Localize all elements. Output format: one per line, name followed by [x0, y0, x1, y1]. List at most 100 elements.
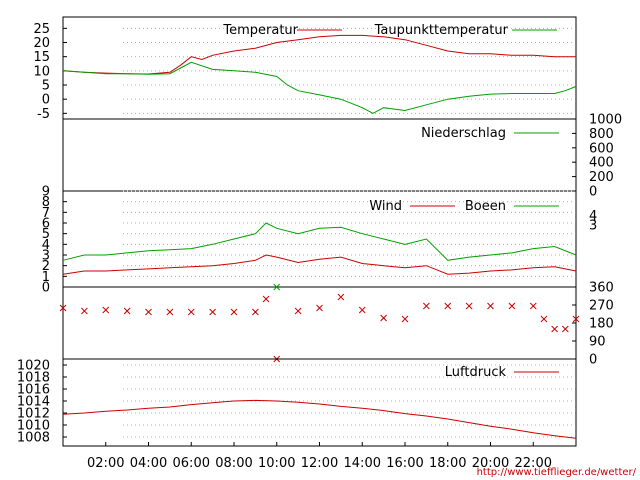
- wind-direction-point: [380, 314, 387, 322]
- wind-direction-point: [252, 308, 259, 316]
- wind-direction-point: [423, 302, 430, 310]
- x-tick-label: 14:00: [344, 456, 381, 471]
- wind-direction-point: [572, 315, 580, 323]
- y-tick-label: 270: [589, 299, 614, 314]
- point-stroke: [252, 308, 259, 316]
- point-stroke: [102, 306, 110, 314]
- point-stroke: [59, 304, 67, 312]
- wind-direction-point: [561, 325, 569, 333]
- x-tick-label: 22:00: [515, 456, 552, 471]
- wind-direction-point: [294, 307, 302, 315]
- point-stroke: [358, 306, 366, 314]
- legend-label: Wind: [369, 199, 402, 214]
- point-stroke: [262, 295, 270, 303]
- y-tick-label: 180: [589, 317, 614, 332]
- y-tick-label: 1: [42, 270, 50, 285]
- y-tick-label-right: 3: [589, 219, 597, 234]
- wind-direction-point: [81, 307, 88, 315]
- point-stroke: [273, 283, 281, 291]
- y-tick-label: 25: [33, 22, 50, 37]
- y-tick-label: 9: [42, 185, 50, 200]
- point-stroke: [423, 302, 430, 310]
- wind-direction-point: [262, 295, 270, 303]
- y-tick-label: 7: [42, 206, 50, 221]
- y-tick-label: 20: [33, 36, 50, 51]
- y-tick-label: 4: [42, 238, 50, 253]
- y-tick-label: 800: [589, 127, 614, 142]
- y-tick-label: -5: [37, 107, 50, 122]
- point-stroke: [540, 315, 548, 323]
- wind-direction-point: [187, 308, 195, 316]
- y-tick-label: 8: [42, 195, 50, 210]
- wind-direction-point: [540, 315, 548, 323]
- wind-direction-point: [230, 308, 238, 316]
- y-tick-label: 360: [589, 281, 614, 296]
- y-tick-label-right: 4: [589, 209, 597, 224]
- credit-link: http://www.tiefflieger.de/wetter/: [477, 467, 637, 478]
- legend-label: Temperatur: [222, 23, 298, 38]
- point-stroke: [316, 304, 323, 312]
- point-stroke: [487, 302, 494, 310]
- point-stroke: [380, 314, 387, 322]
- wind-direction-point: [487, 302, 494, 310]
- point-stroke: [294, 307, 302, 315]
- y-tick-label: 0: [42, 281, 50, 296]
- wind-direction-point: [551, 325, 558, 333]
- wind_direction-frame: [62, 286, 577, 360]
- wind-direction-point: [465, 302, 473, 310]
- point-stroke: [166, 308, 174, 316]
- point-stroke: [529, 302, 537, 310]
- wind-direction-point: [401, 315, 409, 323]
- point-stroke: [230, 308, 238, 316]
- wind-direction-point: [337, 293, 345, 301]
- wind-direction-point: [102, 306, 110, 314]
- x-tick-label: 18:00: [429, 456, 466, 471]
- y-tick-label: 6: [42, 217, 50, 232]
- x-tick-label: 08:00: [215, 456, 252, 471]
- wind-direction-point: [273, 283, 281, 291]
- Boeen-line: [62, 222, 577, 261]
- legend-label: Luftdruck: [445, 365, 507, 380]
- wind-direction-point: [508, 302, 516, 310]
- x-tick-label: 02:00: [87, 456, 124, 471]
- y-tick-label: 0: [589, 185, 597, 200]
- wind-direction-point: [123, 307, 131, 315]
- y-tick-label: 5: [42, 79, 50, 94]
- x-tick-label: 04:00: [130, 456, 167, 471]
- point-stroke: [337, 293, 345, 301]
- y-tick-label: 3: [42, 249, 50, 264]
- y-tick-label: 1000: [589, 113, 622, 128]
- y-tick-label: 10: [33, 64, 50, 79]
- Temperatur-line: [62, 34, 576, 75]
- y-tick-label: 400: [589, 156, 614, 171]
- Luftdruck-line: [62, 399, 577, 439]
- wind-direction-point: [358, 306, 366, 314]
- point-stroke: [145, 308, 152, 316]
- x-tick-label: 06:00: [173, 456, 210, 471]
- y-tick-label: 1014: [17, 395, 50, 410]
- point-stroke: [187, 308, 195, 316]
- wind-direction-point: [444, 302, 452, 310]
- y-tick-label: 1008: [17, 431, 50, 446]
- y-tick-label: 15: [33, 50, 50, 65]
- y-tick-label: 90: [589, 335, 606, 350]
- Taupunkttemperatur-line: [62, 61, 577, 114]
- wind-direction-point: [209, 308, 216, 316]
- y-tick-label: 2: [42, 259, 50, 274]
- point-stroke: [401, 315, 409, 323]
- y-tick-label: 1020: [17, 359, 50, 374]
- point-stroke: [444, 302, 452, 310]
- y-tick-label: 0: [42, 93, 50, 108]
- y-tick-label: 1012: [17, 407, 50, 422]
- wind-direction-point: [59, 304, 67, 312]
- wind-direction-point: [145, 308, 152, 316]
- x-tick-label: 10:00: [258, 456, 295, 471]
- Wind-line: [62, 254, 577, 275]
- y-tick-label: 1016: [17, 383, 50, 398]
- x-tick-label: 20:00: [472, 456, 509, 471]
- point-stroke: [551, 325, 558, 333]
- point-stroke: [209, 308, 216, 316]
- legend-label: Niederschlag: [421, 126, 506, 141]
- y-tick-label: 0: [589, 353, 597, 368]
- legend-label: Taupunkttemperatur: [374, 23, 509, 38]
